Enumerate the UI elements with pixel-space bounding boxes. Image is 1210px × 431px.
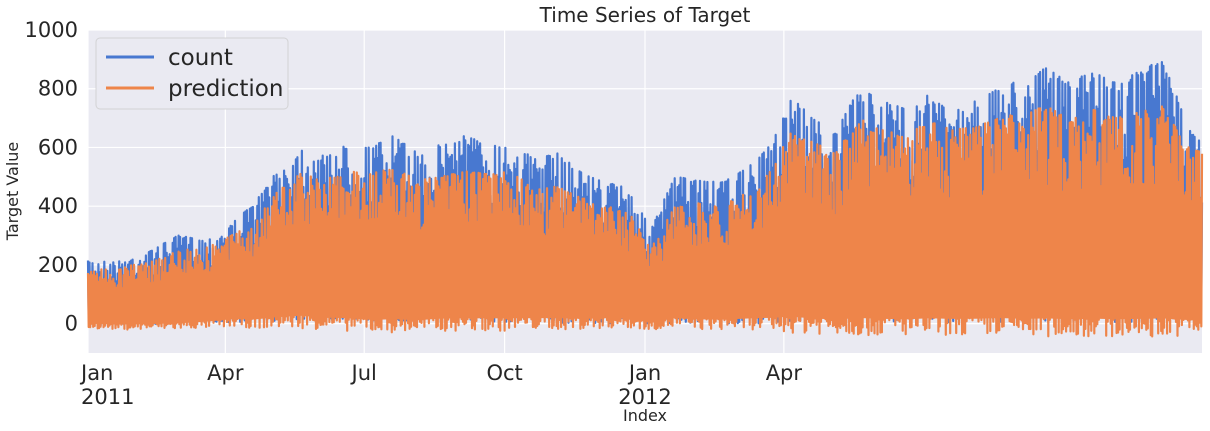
x-tick-label: Apr <box>766 361 803 385</box>
legend: count prediction <box>95 37 289 110</box>
series-layer <box>86 60 1204 338</box>
legend-label-count: count <box>168 45 233 71</box>
y-tick-label: 800 <box>38 77 78 101</box>
x-tick-label: Jan <box>79 361 113 385</box>
series-line-count <box>86 60 1204 327</box>
y-tick-label: 0 <box>65 312 78 336</box>
y-tick-label: 600 <box>38 135 78 159</box>
y-tick-label: 400 <box>38 194 78 218</box>
x-tick-label: Apr <box>207 361 244 385</box>
y-tick-label: 1000 <box>25 18 78 42</box>
chart-title: Time Series of Target <box>539 3 751 27</box>
x-tick-year-label: 2011 <box>81 385 134 409</box>
x-tick-label: Jul <box>350 361 377 385</box>
y-tick-label: 200 <box>38 253 78 277</box>
y-axis-label: Target Value <box>3 142 22 242</box>
x-tick-year-label: 2012 <box>618 385 671 409</box>
x-axis-label: Index <box>623 406 667 425</box>
y-tick-labels: 0 200 400 600 800 1000 <box>25 18 78 336</box>
legend-label-prediction: prediction <box>168 76 283 102</box>
x-tick-label: Jan <box>627 361 661 385</box>
series-line-prediction <box>86 105 1204 338</box>
x-tick-label: Oct <box>486 361 522 385</box>
